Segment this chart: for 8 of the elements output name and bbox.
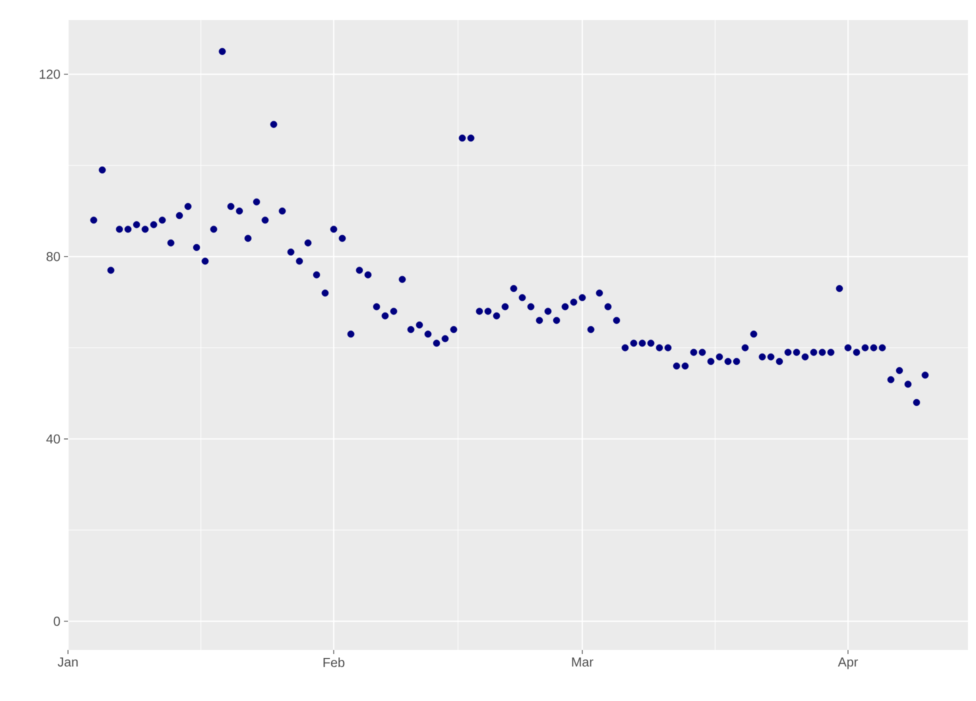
y-tick-label: 120: [40, 70, 60, 79]
y-tick-label: 80: [46, 252, 60, 262]
y-tick-label: 0: [54, 616, 60, 626]
x-tick-label: Jan: [58, 658, 78, 667]
x-tick-label: Mar: [572, 658, 594, 667]
x-tick-label: Feb: [324, 658, 344, 668]
y-tick-label: 40: [46, 434, 60, 444]
x-tick-label: Apr: [838, 658, 858, 670]
